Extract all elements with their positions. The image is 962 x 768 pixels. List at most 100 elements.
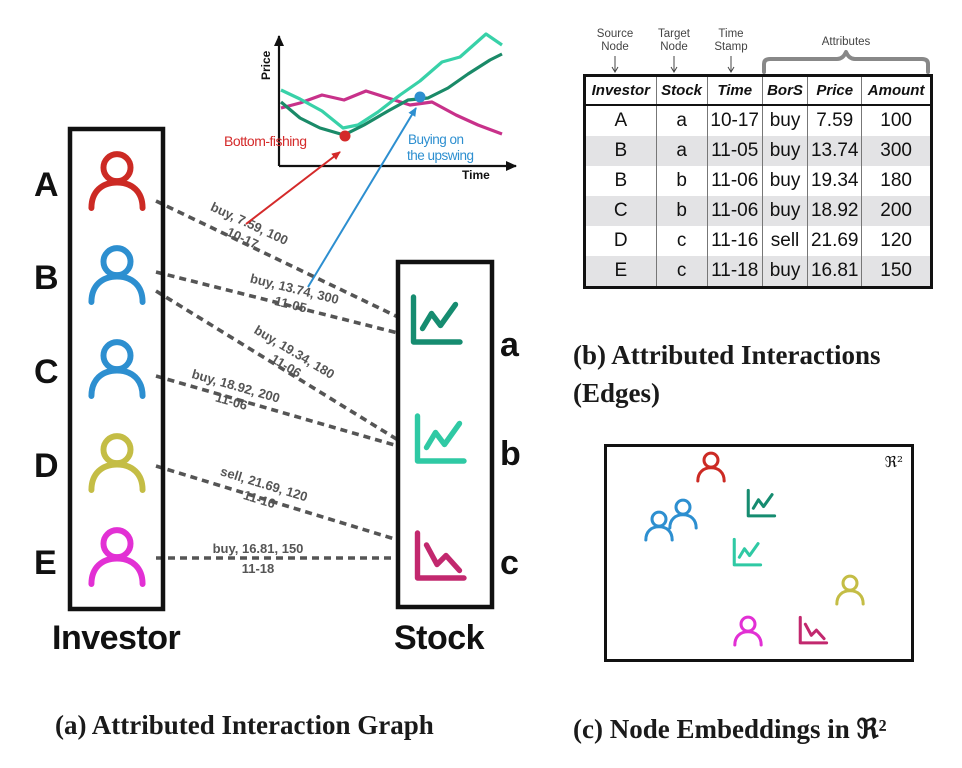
investor-box xyxy=(67,126,166,612)
table-cell: a xyxy=(656,105,708,136)
stock-box xyxy=(395,259,495,610)
caption-b-line2: (Edges) xyxy=(573,378,660,408)
table-cell: 11-18 xyxy=(707,256,763,288)
col-price: Price xyxy=(807,75,863,106)
table-cell: 11-06 xyxy=(707,166,763,196)
edge-labels: buy, 7.59, 100 10-17 buy, 13.74, 300 11-… xyxy=(190,199,340,576)
table-cell: D xyxy=(584,226,657,256)
col-time: Time xyxy=(707,75,763,106)
table-cell: buy xyxy=(762,105,809,136)
table-cell: 11-06 xyxy=(707,196,763,226)
target-node-note: Target Node xyxy=(658,28,690,53)
price-line-magenta xyxy=(280,89,503,136)
table-cell: c xyxy=(656,256,708,288)
col-investor: Investor xyxy=(584,75,657,106)
investor-E-icon xyxy=(91,530,142,584)
investor-label-B: B xyxy=(34,259,59,297)
caption-b-line1: (b) Attributed Interactions xyxy=(573,340,881,370)
table-cell: C xyxy=(584,196,657,226)
stock-label-c: c xyxy=(500,544,519,582)
stock-column-title: Stock xyxy=(394,619,485,657)
table-cell: 100 xyxy=(880,110,912,131)
table-cell: buy xyxy=(762,196,809,226)
table-cell: 13.74 xyxy=(807,136,863,166)
caption-c: (c) Node Embeddings in ℜ² xyxy=(573,714,887,744)
table-cell: 120 xyxy=(880,230,912,251)
col-stock: Stock xyxy=(656,75,708,106)
price-chart-inset: Price Time Bottom-fishing Buying on the … xyxy=(224,32,517,182)
caption-a: (a) Attributed Interaction Graph xyxy=(55,710,434,740)
col-amount: Amount xyxy=(861,75,932,106)
table-cell: buy xyxy=(762,256,809,288)
table-cell: B xyxy=(584,166,657,196)
investor-C-icon xyxy=(91,342,142,396)
table-header-row: Investor Stock Time BorS Price Amount xyxy=(584,75,932,106)
edge-label-time: 11-18 xyxy=(242,561,275,576)
time-axis-label: Time xyxy=(462,168,490,182)
table-cell: buy xyxy=(762,136,809,166)
bottom-fishing-dot xyxy=(339,130,351,142)
table-cell: 200 xyxy=(861,196,932,226)
upswing-dot xyxy=(414,91,426,103)
bottom-fishing-label: Bottom-fishing xyxy=(224,133,306,149)
table-cell: 21.69 xyxy=(807,226,863,256)
table-cell: 16.81 xyxy=(807,256,863,288)
table-cell: 11-16 xyxy=(707,226,763,256)
time-stamp-note: Time Stamp xyxy=(714,28,748,53)
price-line-light-green xyxy=(280,32,503,130)
table-cell: b xyxy=(656,166,708,196)
col-bors: BorS xyxy=(762,75,809,106)
table-cell: 19.34 xyxy=(807,166,863,196)
bottom-fishing-arrow xyxy=(245,151,341,225)
table-cell: sell xyxy=(762,226,809,256)
edge-label-attrs: buy, 16.81, 150 xyxy=(213,541,304,556)
table-cell: 180 xyxy=(880,170,912,191)
table-row: C b 11-06 buy 18.92 200 xyxy=(584,196,932,226)
investor-label-A: A xyxy=(34,166,59,204)
table-row: B a 11-05 buy 13.74 300 xyxy=(584,136,932,166)
table-cell: 150 xyxy=(861,256,932,288)
table-cell: 300 xyxy=(861,136,932,166)
investor-D-icon xyxy=(91,436,142,490)
stock-b-icon xyxy=(418,416,465,461)
investor-A-icon xyxy=(91,154,142,208)
attributes-brace xyxy=(762,50,930,74)
table-cell: A xyxy=(584,105,657,136)
stock-a-icon xyxy=(414,297,461,342)
table-cell: a xyxy=(656,136,708,166)
edge-B-a xyxy=(155,270,399,335)
edge-C-b xyxy=(155,374,399,448)
interaction-edges xyxy=(155,199,399,560)
table-row: E c 11-18 buy 16.81 150 xyxy=(584,256,932,288)
table-cell: 10-17 xyxy=(707,105,763,136)
source-node-note: Source Node xyxy=(596,28,634,53)
embedding-space-label: ℜ² xyxy=(884,453,903,471)
stock-label-b: b xyxy=(500,435,521,473)
investor-B-icon xyxy=(91,248,142,302)
price-line-dark-green xyxy=(279,52,503,137)
table-cell: E xyxy=(584,256,657,288)
edge-D-c xyxy=(155,464,399,542)
stock-label-a: a xyxy=(500,326,519,364)
table-row: A a 10-17 buy 7.59 100 xyxy=(584,105,932,136)
attributes-note: Attributes xyxy=(821,36,871,48)
upswing-arrow xyxy=(307,107,417,288)
table-row: B b 11-06 buy 19.34 180 xyxy=(584,166,932,196)
price-axis-label: Price xyxy=(259,50,273,80)
upswing-label-line1: Buying on xyxy=(408,132,464,147)
attributed-interactions-table: Investor Stock Time BorS Price Amount A … xyxy=(583,74,933,289)
table-cell: b xyxy=(656,196,708,226)
investor-label-D: D xyxy=(34,447,59,485)
table-cell: B xyxy=(584,136,657,166)
edge-A-a xyxy=(155,199,399,319)
upswing-label-line2: the upswing xyxy=(407,148,474,163)
table-row: D c 11-16 sell 21.69 120 xyxy=(584,226,932,256)
stock-c-icon xyxy=(418,533,465,578)
investor-label-C: C xyxy=(34,353,59,391)
embedding-space-box: ℜ² xyxy=(604,444,914,662)
investor-label-E: E xyxy=(34,544,57,582)
table-cell: 11-05 xyxy=(707,136,763,166)
investor-column-title: Investor xyxy=(52,619,181,657)
table-cell: 18.92 xyxy=(807,196,863,226)
